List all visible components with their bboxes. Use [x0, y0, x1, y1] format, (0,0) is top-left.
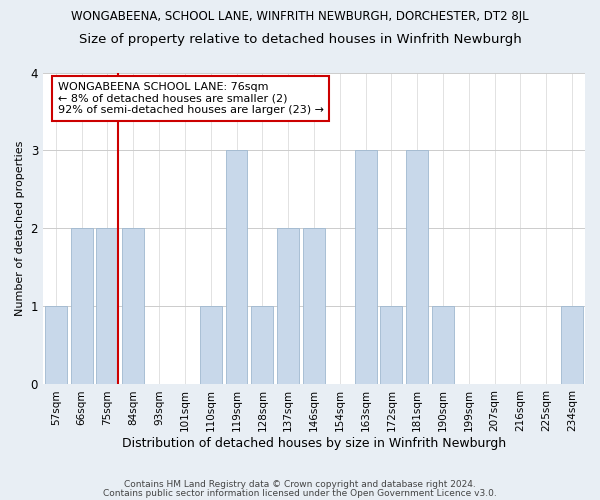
- Bar: [200, 306, 221, 384]
- Bar: [251, 306, 274, 384]
- Bar: [406, 150, 428, 384]
- Bar: [561, 306, 583, 384]
- Text: WONGABEENA, SCHOOL LANE, WINFRITH NEWBURGH, DORCHESTER, DT2 8JL: WONGABEENA, SCHOOL LANE, WINFRITH NEWBUR…: [71, 10, 529, 23]
- Text: Size of property relative to detached houses in Winfrith Newburgh: Size of property relative to detached ho…: [79, 32, 521, 46]
- Bar: [277, 228, 299, 384]
- Y-axis label: Number of detached properties: Number of detached properties: [15, 141, 25, 316]
- Bar: [355, 150, 377, 384]
- Bar: [97, 228, 118, 384]
- Bar: [303, 228, 325, 384]
- Text: Contains HM Land Registry data © Crown copyright and database right 2024.: Contains HM Land Registry data © Crown c…: [124, 480, 476, 489]
- Text: WONGABEENA SCHOOL LANE: 76sqm
← 8% of detached houses are smaller (2)
92% of sem: WONGABEENA SCHOOL LANE: 76sqm ← 8% of de…: [58, 82, 324, 115]
- Bar: [380, 306, 403, 384]
- Bar: [71, 228, 92, 384]
- Bar: [122, 228, 144, 384]
- X-axis label: Distribution of detached houses by size in Winfrith Newburgh: Distribution of detached houses by size …: [122, 437, 506, 450]
- Bar: [45, 306, 67, 384]
- Bar: [226, 150, 247, 384]
- Text: Contains public sector information licensed under the Open Government Licence v3: Contains public sector information licen…: [103, 489, 497, 498]
- Bar: [432, 306, 454, 384]
